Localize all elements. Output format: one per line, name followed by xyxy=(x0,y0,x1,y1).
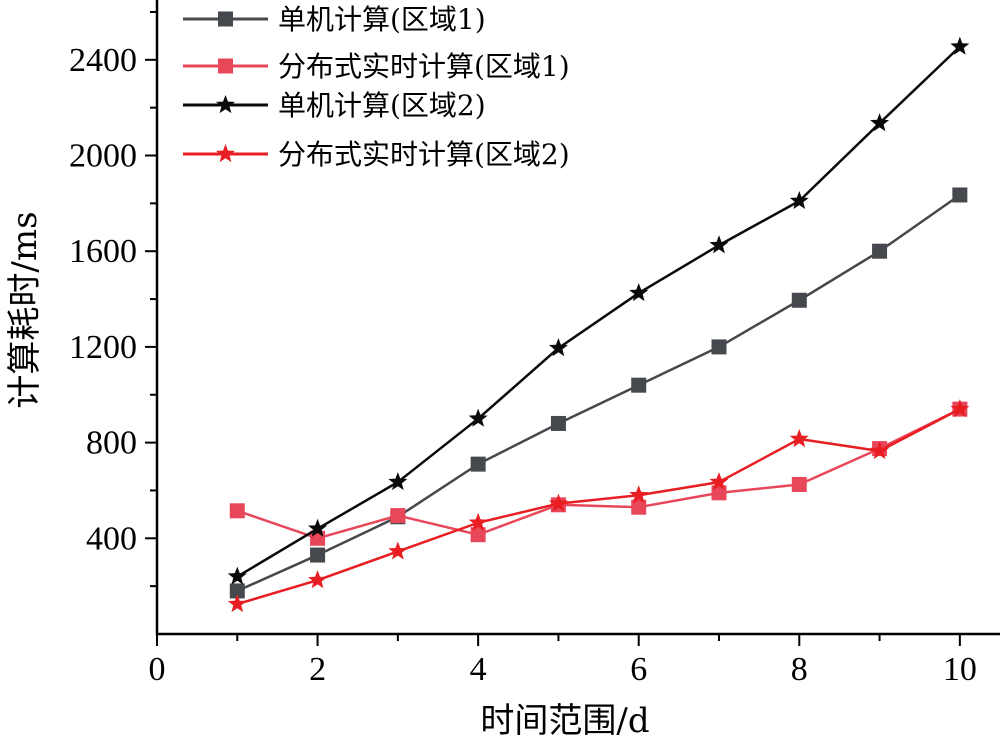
data-point xyxy=(310,547,326,563)
legend-marker xyxy=(215,144,236,163)
data-point xyxy=(952,187,968,203)
data-point xyxy=(870,440,890,460)
axes: 0 2 4 6 8 10 400 800 1200 1600 2000 2400 xyxy=(69,0,1000,688)
y-tick-label: 1200 xyxy=(69,329,137,366)
data-point xyxy=(308,570,328,589)
legend-item: 单机计算(区域1) xyxy=(183,3,486,36)
data-point xyxy=(789,190,809,210)
series-line xyxy=(236,408,961,606)
data-point xyxy=(791,476,807,492)
data-point xyxy=(229,583,245,599)
data-point xyxy=(950,399,970,418)
legend-label: 分布式实时计算(区域1) xyxy=(278,50,570,83)
data-point xyxy=(711,485,727,501)
legend-item: 分布式实时计算(区域1) xyxy=(183,50,570,83)
series-3 xyxy=(227,36,970,585)
series-layer xyxy=(227,36,970,613)
data-point xyxy=(390,508,406,524)
x-tick-label: 2 xyxy=(309,651,326,688)
legend-item: 单机计算(区域2) xyxy=(183,89,486,122)
x-tick-label: 10 xyxy=(943,651,977,688)
x-tick-label: 6 xyxy=(630,651,647,688)
data-point xyxy=(629,283,649,302)
data-point xyxy=(709,235,729,254)
y-axis-title: 计算耗时/ms xyxy=(5,211,45,408)
y-tick-label: 1600 xyxy=(69,233,137,270)
data-point xyxy=(388,541,408,560)
x-tick-label: 8 xyxy=(791,651,808,688)
legend: 单机计算(区域1) 分布式实时计算(区域1) 单机计算(区域2) 分布式实时计算(区域… xyxy=(183,3,570,171)
data-point xyxy=(791,292,807,308)
data-point xyxy=(470,527,486,543)
series-1 xyxy=(229,187,968,599)
x-tick-label: 0 xyxy=(149,651,166,688)
x-tick-label: 4 xyxy=(470,651,487,688)
legend-label: 单机计算(区域2) xyxy=(278,89,486,122)
data-point xyxy=(711,339,727,355)
data-point xyxy=(789,429,809,448)
data-point xyxy=(631,377,647,393)
data-point xyxy=(227,566,247,585)
y-tick-label: 400 xyxy=(86,520,137,557)
data-point xyxy=(709,472,729,491)
data-point xyxy=(870,113,890,132)
data-point xyxy=(227,594,247,613)
data-point xyxy=(468,408,488,427)
legend-marker xyxy=(215,95,236,114)
y-tick-label: 2000 xyxy=(69,138,137,175)
legend-label: 分布式实时计算(区域2) xyxy=(278,138,570,171)
series-2 xyxy=(229,401,968,546)
data-point xyxy=(548,338,568,357)
y-tick-label: 800 xyxy=(86,425,137,462)
legend-marker xyxy=(218,58,233,74)
data-point xyxy=(308,518,328,537)
series-line xyxy=(236,193,961,593)
data-point xyxy=(550,415,566,431)
legend-marker xyxy=(218,11,233,27)
data-point xyxy=(631,499,647,515)
data-point xyxy=(229,503,245,519)
x-axis-title: 时间范围/d xyxy=(480,701,649,741)
series-4 xyxy=(227,399,970,613)
legend-label: 单机计算(区域1) xyxy=(278,3,486,36)
data-point xyxy=(872,243,888,259)
legend-item: 分布式实时计算(区域2) xyxy=(183,138,570,171)
data-point xyxy=(950,36,970,55)
series-line xyxy=(236,407,961,540)
series-line xyxy=(236,45,961,578)
data-point xyxy=(548,493,568,512)
y-tick-label: 2400 xyxy=(69,42,137,79)
data-point xyxy=(470,456,486,472)
data-point xyxy=(388,472,408,491)
data-point xyxy=(629,485,649,504)
data-point xyxy=(468,512,488,531)
